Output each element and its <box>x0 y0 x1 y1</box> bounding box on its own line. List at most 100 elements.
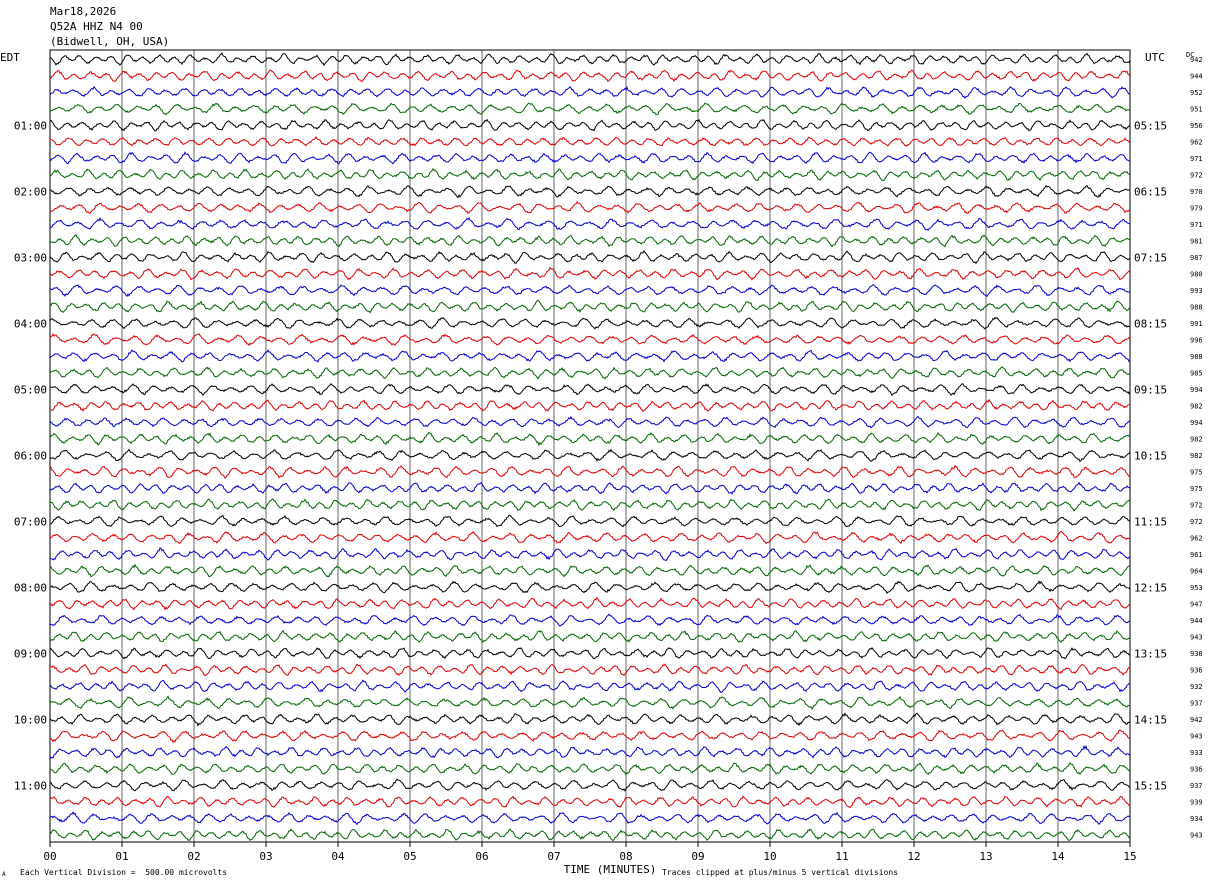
dc-offset-label: 971 <box>1190 221 1203 229</box>
seismic-trace <box>49 217 1131 231</box>
right-hour-label: 10:15 <box>1134 449 1167 462</box>
seismic-trace <box>49 85 1131 99</box>
dc-offset-label: 944 <box>1190 72 1203 80</box>
seismic-trace <box>49 316 1131 330</box>
seismic-trace <box>49 349 1131 363</box>
left-hour-label: 04:00 <box>14 317 47 330</box>
dc-offset-label: 970 <box>1190 188 1203 196</box>
dc-offset-label: 961 <box>1190 551 1203 559</box>
x-tick-label: 12 <box>907 850 920 863</box>
station-code: Q52A HHZ N4 00 <box>50 20 143 33</box>
seismic-trace <box>49 283 1131 298</box>
dc-offset-label: 988 <box>1190 353 1203 361</box>
dc-offset-label: 962 <box>1190 138 1203 146</box>
left-hour-label: 11:00 <box>14 779 47 792</box>
seismic-trace <box>49 69 1131 83</box>
dc-offset-label: 953 <box>1190 584 1203 592</box>
dc-offset-label: 942 <box>1190 716 1203 724</box>
seismic-trace <box>49 795 1131 809</box>
x-tick-label: 13 <box>979 850 992 863</box>
seismic-trace <box>49 383 1131 397</box>
dc-offset-label: 971 <box>1190 155 1203 163</box>
right-hour-label: 11:15 <box>1134 515 1167 528</box>
x-tick-label: 06 <box>475 850 488 863</box>
dc-offset-label: 981 <box>1190 237 1203 245</box>
seismic-trace <box>49 744 1131 759</box>
dc-offset-label: 943 <box>1190 831 1203 839</box>
dc-offset-label: 936 <box>1190 666 1203 674</box>
seismic-trace <box>49 398 1131 413</box>
left-hour-label: 09:00 <box>14 647 47 660</box>
seismic-trace <box>49 200 1131 214</box>
dc-offset-label: 939 <box>1190 798 1203 806</box>
dc-offset-label: 933 <box>1190 749 1203 757</box>
x-axis-label: TIME (MINUTES) <box>564 863 657 876</box>
seismic-trace <box>49 102 1131 116</box>
station-location: (Bidwell, OH, USA) <box>50 35 170 48</box>
x-tick-label: 14 <box>1051 850 1065 863</box>
clip-note: Traces clipped at plus/minus 5 vertical … <box>662 868 899 877</box>
x-tick-label: 04 <box>331 850 345 863</box>
right-hour-label: 15:15 <box>1134 779 1167 792</box>
left-hour-label: 10:00 <box>14 713 47 726</box>
dc-offset-label: 975 <box>1190 468 1203 476</box>
left-hour-label: 03:00 <box>14 251 47 264</box>
dc-offset-label: 988 <box>1190 303 1203 311</box>
plot-frame <box>49 49 1131 843</box>
dc-offset-label: 951 <box>1190 105 1203 113</box>
x-tick-label: 01 <box>115 850 128 863</box>
dc-offset-label: 980 <box>1190 270 1203 278</box>
seismic-trace <box>49 448 1131 463</box>
corner-mark: A <box>2 871 6 878</box>
left-hour-label: 06:00 <box>14 449 47 462</box>
left-hour-label: 08:00 <box>14 581 47 594</box>
seismic-trace <box>49 580 1131 594</box>
seismic-trace <box>49 712 1131 727</box>
dc-offset-label: 936 <box>1190 765 1203 773</box>
seismic-trace <box>49 52 1131 67</box>
dc-offset-label: 942 <box>1190 56 1203 64</box>
dc-offset-label: 975 <box>1190 485 1203 493</box>
x-tick-label: 03 <box>259 850 272 863</box>
seismic-trace <box>49 778 1131 792</box>
seismic-trace <box>49 481 1131 495</box>
seismic-trace <box>49 828 1131 842</box>
left-timezone-label: EDT <box>0 51 20 64</box>
seismic-trace <box>49 729 1131 744</box>
left-hour-label: 07:00 <box>14 515 47 528</box>
scale-note: Each Vertical Division = 500.00 microvol… <box>20 868 228 877</box>
dc-offset-label: 994 <box>1190 419 1203 427</box>
seismic-trace <box>49 811 1131 826</box>
seismic-trace <box>49 249 1131 265</box>
right-hour-label: 05:15 <box>1134 119 1167 132</box>
seismic-trace <box>49 547 1131 562</box>
dc-offset-label: 982 <box>1190 452 1203 460</box>
seismic-trace <box>49 118 1131 132</box>
seismic-trace <box>49 299 1131 314</box>
seismic-trace <box>49 647 1131 660</box>
right-hour-label: 09:15 <box>1134 383 1167 396</box>
dc-offset-label: 985 <box>1190 369 1203 377</box>
left-hour-label: 01:00 <box>14 119 47 132</box>
x-tick-label: 08 <box>619 850 632 863</box>
dc-offset-label: 938 <box>1190 650 1203 658</box>
dc-offset-label: 943 <box>1190 633 1203 641</box>
seismic-trace <box>49 464 1131 479</box>
dc-offset-label: 982 <box>1190 435 1203 443</box>
dc-offset-label: 993 <box>1190 287 1203 295</box>
seismic-trace <box>49 762 1131 776</box>
left-hour-label: 05:00 <box>14 383 47 396</box>
dc-offset-label: 944 <box>1190 617 1203 625</box>
dc-offset-label: 982 <box>1190 402 1203 410</box>
dc-offset-label: 994 <box>1190 386 1203 394</box>
right-timezone-label: UTC <box>1145 51 1165 64</box>
seismic-trace <box>49 596 1131 611</box>
seismic-trace <box>49 366 1131 380</box>
dc-offset-label: 979 <box>1190 204 1203 212</box>
seismic-trace <box>49 184 1131 199</box>
right-hour-label: 07:15 <box>1134 251 1167 264</box>
seismic-trace <box>49 695 1130 711</box>
x-tick-label: 05 <box>403 850 416 863</box>
seismic-trace <box>49 151 1131 165</box>
